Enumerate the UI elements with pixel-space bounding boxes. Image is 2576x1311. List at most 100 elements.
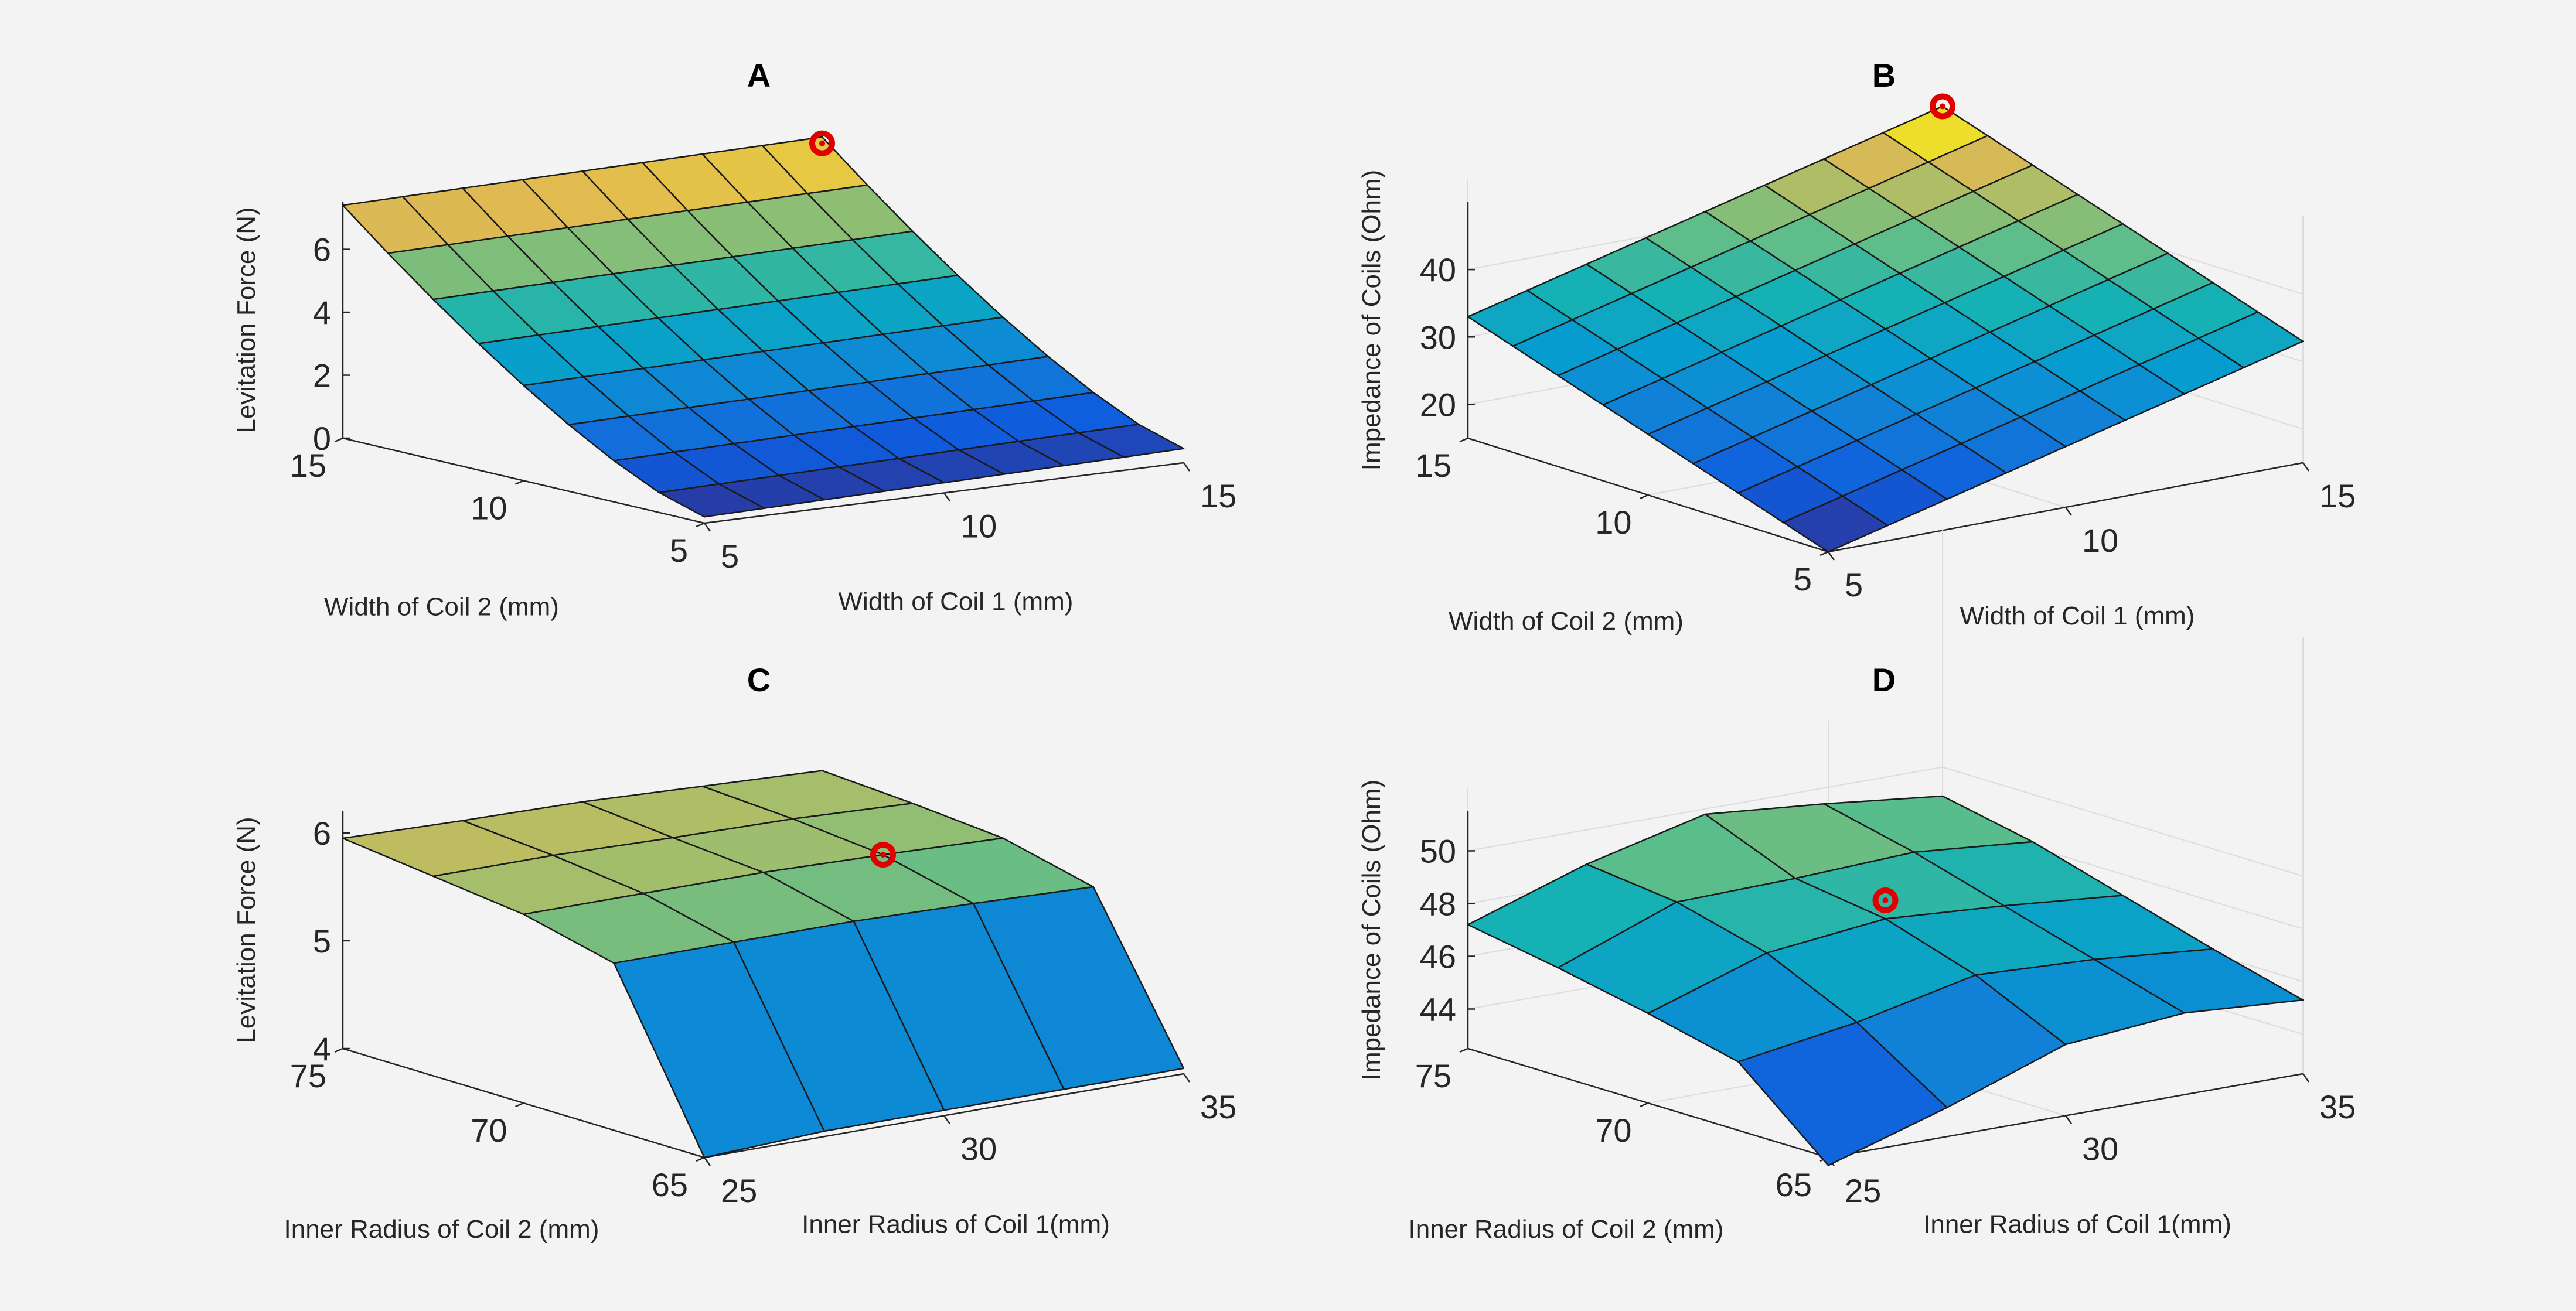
x-tick-label: 25 bbox=[721, 1172, 757, 1209]
x-tick-label: 10 bbox=[960, 508, 997, 545]
surface bbox=[1467, 795, 2304, 1166]
y-tick-mark bbox=[1640, 494, 1648, 500]
y-tick-mark bbox=[696, 522, 705, 528]
x-tick-label: 10 bbox=[2082, 522, 2118, 559]
z-tick-label: 30 bbox=[1420, 319, 1456, 356]
z-tick-label: 6 bbox=[313, 231, 331, 268]
x-tick-label: 15 bbox=[1200, 477, 1236, 514]
z-tick-label: 2 bbox=[313, 357, 331, 394]
axes: 25 30 35 65 70 754 5 6 Inner Radius of Coil 1(mm… bbox=[232, 811, 1236, 1244]
y-tick-mark bbox=[1640, 1102, 1648, 1108]
panel-title: C bbox=[747, 661, 771, 698]
z-axis-label: Impedance of Coils (Ohm) bbox=[1357, 170, 1386, 471]
y-tick-mark bbox=[1459, 1047, 1468, 1053]
optimum-marker bbox=[870, 842, 896, 868]
x-tick-label: 35 bbox=[1200, 1088, 1236, 1125]
x-tick-label: 30 bbox=[960, 1131, 997, 1167]
y-tick-label: 10 bbox=[1595, 504, 1631, 541]
x-axis-label: Width of Coil 1 (mm) bbox=[1960, 602, 2195, 630]
y-tick-mark bbox=[1459, 437, 1468, 443]
axes: 5 10 15 5 10 15 20 30 40 Width of Coil 1 (mm) Widt… bbox=[1357, 170, 2356, 636]
optimum-marker-center bbox=[1940, 103, 1945, 110]
z-tick-label: 4 bbox=[313, 1030, 331, 1067]
z-tick-label: 0 bbox=[313, 420, 331, 457]
x-tick-mark bbox=[1827, 551, 1835, 561]
x-tick-label: 30 bbox=[2082, 1131, 2118, 1167]
x-tick-mark bbox=[2302, 1073, 2310, 1083]
optimum-marker-center bbox=[1882, 897, 1889, 903]
panel-c: 25 30 35 65 70 754 5 6 Inner Radius of Coil 1(mm… bbox=[232, 661, 1236, 1244]
z-tick-label: 5 bbox=[313, 923, 331, 960]
z-axis-label: Impedance of Coils (Ohm) bbox=[1357, 780, 1386, 1081]
panel-title: A bbox=[747, 57, 771, 94]
y-tick-mark bbox=[515, 480, 524, 485]
y-tick-label: 15 bbox=[290, 447, 326, 484]
y-tick-mark bbox=[334, 1047, 343, 1053]
y-tick-label: 5 bbox=[1794, 561, 1812, 598]
x-tick-label: 5 bbox=[1845, 566, 1863, 603]
y-tick-mark bbox=[515, 1102, 524, 1108]
y-tick-label: 10 bbox=[471, 490, 507, 527]
z-axis-label: Levitation Force (N) bbox=[232, 817, 261, 1043]
y-tick-label: 5 bbox=[670, 532, 688, 569]
surface bbox=[1467, 105, 2304, 553]
surface bbox=[342, 136, 1185, 518]
x-tick-mark bbox=[1183, 462, 1191, 472]
panel-d: 25 30 35 65 70 75 44 46 48 50 Inner Radius of Coil… bbox=[1357, 528, 2356, 1244]
optimum-marker-center bbox=[819, 140, 825, 146]
y-tick-mark bbox=[334, 437, 343, 443]
x-tick-label: 15 bbox=[2319, 477, 2356, 514]
x-tick-label: 25 bbox=[1845, 1172, 1881, 1209]
panel-title: B bbox=[1872, 57, 1896, 94]
y-axis-label: Inner Radius of Coil 2 (mm) bbox=[284, 1215, 599, 1244]
z-tick-label: 6 bbox=[313, 815, 331, 852]
x-tick-mark bbox=[703, 1157, 711, 1166]
surface-cell bbox=[1782, 495, 1889, 553]
z-tick-label: 40 bbox=[1420, 251, 1456, 288]
z-axis-label: Levitation Force (N) bbox=[232, 207, 261, 433]
x-tick-mark bbox=[943, 492, 951, 502]
x-axis-label: Width of Coil 1 (mm) bbox=[839, 588, 1074, 616]
axes: 25 30 35 65 70 75 44 46 48 50 Inner Radius of Coil… bbox=[1357, 780, 2356, 1244]
y-tick-mark bbox=[1819, 551, 1829, 557]
x-axis-label: Inner Radius of Coil 1(mm) bbox=[1923, 1210, 2231, 1239]
z-tick-label: 46 bbox=[1420, 938, 1456, 975]
panel-title: D bbox=[1872, 661, 1896, 698]
x-tick-mark bbox=[2064, 507, 2073, 516]
z-tick-label: 4 bbox=[313, 294, 331, 331]
x-tick-mark bbox=[2302, 462, 2310, 472]
surface-cell bbox=[613, 941, 825, 1159]
z-tick-label: 20 bbox=[1420, 386, 1456, 423]
y-tick-label: 70 bbox=[471, 1112, 507, 1149]
x-tick-label: 35 bbox=[2319, 1088, 2356, 1125]
y-tick-label: 65 bbox=[1776, 1166, 1812, 1203]
y-tick-label: 75 bbox=[1415, 1057, 1451, 1094]
y-axis-label: Width of Coil 2 (mm) bbox=[324, 593, 559, 622]
z-tick-label: 48 bbox=[1420, 886, 1456, 923]
y-tick-label: 15 bbox=[1415, 447, 1451, 484]
optimum-marker bbox=[809, 130, 835, 156]
surface-cell bbox=[1737, 1022, 1948, 1166]
z-tick-label: 44 bbox=[1420, 991, 1456, 1028]
surface bbox=[342, 770, 1185, 1159]
x-tick-label: 5 bbox=[721, 538, 739, 575]
y-axis-label: Inner Radius of Coil 2 (mm) bbox=[1409, 1215, 1724, 1244]
optimum-marker bbox=[1930, 93, 1955, 120]
y-tick-label: 75 bbox=[290, 1057, 326, 1094]
x-tick-mark bbox=[1183, 1073, 1191, 1083]
optimum-marker-center bbox=[880, 852, 886, 858]
y-tick-label: 65 bbox=[652, 1166, 688, 1203]
y-axis-label: Width of Coil 2 (mm) bbox=[1449, 607, 1684, 636]
x-tick-mark bbox=[703, 523, 711, 532]
panel-b: 5 10 15 5 10 15 20 30 40 Width of Coil 1 (mm) Widt… bbox=[1357, 57, 2356, 636]
z-tick-label: 50 bbox=[1420, 833, 1456, 870]
grid-line bbox=[1467, 766, 2304, 877]
x-axis-label: Inner Radius of Coil 1(mm) bbox=[802, 1210, 1110, 1239]
x-tick-mark bbox=[943, 1115, 951, 1125]
x-tick-mark bbox=[2064, 1115, 2073, 1125]
surface-cell bbox=[658, 483, 765, 518]
